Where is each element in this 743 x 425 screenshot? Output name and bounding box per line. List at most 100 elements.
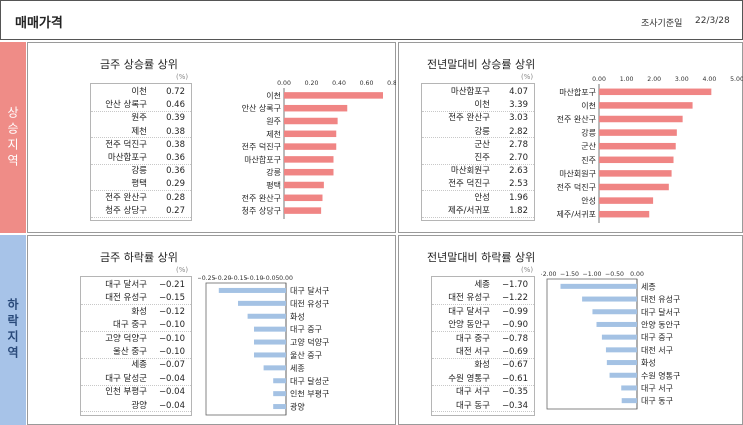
table-row: 대구 달성군 −0.04 [81,373,191,386]
survey-date-value: 22/3/28 [695,16,730,26]
category-label: 강릉 [266,167,281,177]
bar [621,398,637,404]
weekly-fall-unit: (%) [176,266,189,274]
table-region-value: −1.70 [501,280,528,290]
bar [609,372,637,378]
bar [254,339,286,345]
table-row: 안양 동안구 −0.90 [432,319,534,332]
table-region-name: 세종 [131,360,147,371]
bar [599,142,676,150]
table-region-value: 0.72 [166,87,185,97]
bar [273,391,286,397]
category-label: 대전 서구 [641,345,673,355]
table-region-name: 전주 완산구 [448,113,490,124]
category-label: 광양 [290,402,305,412]
table-row: 대구 서구 −0.35 [432,386,534,399]
bar [284,194,323,202]
table-region-value: −0.10 [158,333,185,344]
table-region-name: 대구 달서구 [105,280,147,290]
x-tick-label: 0.60 [360,80,374,87]
table-region-value: 0.28 [166,192,185,203]
bar [284,117,338,125]
x-tick-label: 1.00 [620,76,634,83]
table-region-name: 마산합포구 [107,153,147,163]
bar [273,378,286,384]
category-label: 진주 [581,155,596,165]
x-tick-label: 0.20 [305,80,319,87]
x-tick-label: −0.05 [261,275,280,282]
category-label: 제주/서귀포 [557,209,597,219]
category-label: 전주 완산구 [557,114,596,124]
weekly-fall-panel: 금주 하락률 상위 (%) 대구 달서구 −0.21 대전 유성구 −0.15 화성 −0… [27,235,396,425]
x-tick-label: 3.00 [675,76,689,83]
table-region-name: 이천 [474,100,490,111]
table-region-value: −0.61 [501,373,528,384]
table-region-name: 강릉 [474,126,490,137]
category-label: 대구 서구 [641,384,673,393]
table-region-value: −0.78 [501,333,528,344]
table-row: 대구 중구 −0.10 [81,319,191,332]
table-row: 인천 부평구 −0.04 [81,386,191,399]
bar [599,156,674,164]
bar [284,207,322,214]
table-region-name: 전주 덕진구 [448,179,490,190]
weekly-rise-table: 이천 0.72 안산 상록구 0.46 원주 0.39 제천 0.38 전주 덕진구 0.38 마산… [90,83,192,221]
category-label: 대구 달서구 [290,286,329,295]
table-region-value: −0.35 [501,387,528,398]
x-tick-label: 0.00 [279,275,293,282]
x-tick-label: 4.00 [703,76,717,83]
bar [218,287,286,293]
table-region-value: −0.04 [158,400,185,411]
table-region-value: 0.39 [166,113,185,124]
table-region-value: −0.04 [158,387,185,398]
table-region-name: 인천 부평구 [105,387,147,398]
table-row: 울산 중구 −0.10 [81,346,191,359]
table-region-value: 2.53 [509,179,528,190]
table-row: 청주 상당구 0.27 [91,205,191,218]
bar [560,283,637,289]
category-label: 대전 유성구 [641,294,680,304]
table-region-value: 0.36 [166,153,185,163]
table-row: 안성 1.96 [422,192,534,205]
table-region-value: −0.12 [158,306,185,317]
table-row: 마산회원구 2.63 [422,165,534,178]
bar [238,300,286,306]
x-tick-label: −1.50 [560,271,579,278]
table-region-name: 안산 상록구 [105,100,147,111]
table-region-name: 대구 중구 [456,333,490,344]
category-label: 마산합포구 [244,154,281,164]
ytd-rise-table: 마산합포구 4.07 이천 3.39 전주 완산구 3.03 강릉 2.82 군산 2.78 진주 2… [421,83,535,221]
x-tick-label: −0.25 [198,275,216,282]
category-label: 대구 중구 [290,325,322,334]
table-region-name: 대전 유성구 [448,293,490,304]
table-region-name: 마산합포구 [450,87,490,97]
table-region-name: 광양 [131,400,147,411]
table-region-value: −0.15 [158,293,185,304]
bar [601,334,637,340]
weekly-rise-title: 금주 상승률 상위 [100,58,178,71]
table-row: 수원 영통구 −0.61 [432,373,534,386]
category-label: 대전 유성구 [290,298,329,308]
table-region-name: 대구 서구 [456,387,490,398]
ytd-fall-unit: (%) [521,266,534,274]
category-label: 세종 [290,364,305,373]
bar [284,181,324,189]
table-row: 군산 2.78 [422,139,534,152]
rise-section-label: 상승지역 [0,42,26,233]
x-tick-label: −2.00 [541,271,557,278]
table-row: 제주/서귀포 1.82 [422,205,534,218]
x-tick-label: −1.00 [583,271,602,278]
category-label: 대구 동구 [641,397,673,406]
x-tick-label: −0.20 [213,275,232,282]
bar [582,296,637,302]
bar [263,365,286,371]
table-region-name: 제주/서귀포 [448,205,490,216]
table-region-name: 군산 [474,139,490,150]
ytd-fall-table: 세종 −1.70 대전 유성구 −1.22 대구 달서구 −0.99 안양 동안구 −0.90… [431,276,535,416]
bar [605,347,637,353]
table-region-name: 울산 중구 [113,347,147,357]
bar [254,326,286,332]
table-region-name: 세종 [474,280,490,290]
ytd-fall-panel: 전년말대비 하락률 상위 (%) 세종 −1.70 대전 유성구 −1.22 대구 달서… [398,235,743,425]
